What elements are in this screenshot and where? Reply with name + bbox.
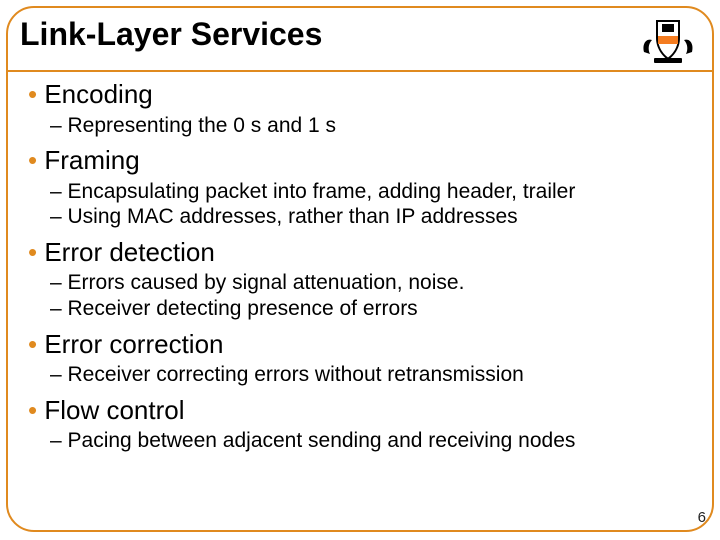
bullet-item: • Error correction [28, 328, 700, 361]
sub-bullet-item: – Representing the 0 s and 1 s [50, 113, 700, 139]
bullet-dot-icon: • [28, 329, 44, 359]
shield-label-plate [654, 58, 682, 63]
slide: Link-Layer Services • Encoding– Represen… [0, 0, 720, 540]
bullet-dot-icon: • [28, 237, 44, 267]
shield-right-flourish [684, 40, 693, 54]
title-area: Link-Layer Services [16, 10, 704, 72]
bullet-item: • Framing [28, 144, 700, 177]
bullet-item: • Error detection [28, 236, 700, 269]
sub-bullet-item: – Using MAC addresses, rather than IP ad… [50, 204, 700, 230]
bullet-text: Encoding [44, 79, 152, 109]
section: • Encoding– Representing the 0 s and 1 s [28, 78, 700, 138]
sub-bullet-text: Errors caused by signal attenuation, noi… [68, 271, 465, 294]
bullet-dot-icon: • [28, 145, 44, 175]
shield-chevron-top [658, 36, 678, 44]
bullet-item: • Encoding [28, 78, 700, 111]
bullet-dot-icon: • [28, 395, 44, 425]
shield-left-flourish [643, 40, 652, 54]
dash-icon: – [50, 205, 68, 228]
sub-bullet-text: Using MAC addresses, rather than IP addr… [68, 205, 518, 228]
sub-bullet-text: Pacing between adjacent sending and rece… [68, 429, 576, 452]
sub-bullet-text: Encapsulating packet into frame, adding … [68, 180, 576, 203]
bullet-text: Error correction [44, 329, 223, 359]
slide-content: • Encoding– Representing the 0 s and 1 s… [28, 78, 700, 522]
sub-bullet-item: – Pacing between adjacent sending and re… [50, 428, 700, 454]
sub-bullet-item: – Receiver correcting errors without ret… [50, 362, 700, 388]
sub-bullet-text: Receiver correcting errors without retra… [68, 363, 524, 386]
dash-icon: – [50, 271, 68, 294]
dash-icon: – [50, 363, 68, 386]
page-number: 6 [698, 509, 706, 526]
sub-bullet-text: Representing the 0 s and 1 s [68, 114, 337, 137]
bullet-dot-icon: • [28, 79, 44, 109]
princeton-shield-icon [640, 14, 696, 64]
sub-bullet-text: Receiver detecting presence of errors [68, 297, 418, 320]
bullet-text: Framing [44, 145, 139, 175]
dash-icon: – [50, 180, 68, 203]
section: • Error detection– Errors caused by sign… [28, 236, 700, 322]
bullet-text: Flow control [44, 395, 184, 425]
section: • Flow control– Pacing between adjacent … [28, 394, 700, 454]
sub-bullet-item: – Errors caused by signal attenuation, n… [50, 270, 700, 296]
section: • Error correction– Receiver correcting … [28, 328, 700, 388]
dash-icon: – [50, 297, 68, 320]
section: • Framing– Encapsulating packet into fra… [28, 144, 700, 230]
dash-icon: – [50, 114, 68, 137]
title-underline [8, 70, 712, 72]
sub-bullet-item: – Encapsulating packet into frame, addin… [50, 179, 700, 205]
bullet-text: Error detection [44, 237, 215, 267]
bullet-item: • Flow control [28, 394, 700, 427]
dash-icon: – [50, 429, 68, 452]
slide-title: Link-Layer Services [16, 10, 704, 53]
shield-book [662, 24, 674, 32]
sub-bullet-item: – Receiver detecting presence of errors [50, 296, 700, 322]
